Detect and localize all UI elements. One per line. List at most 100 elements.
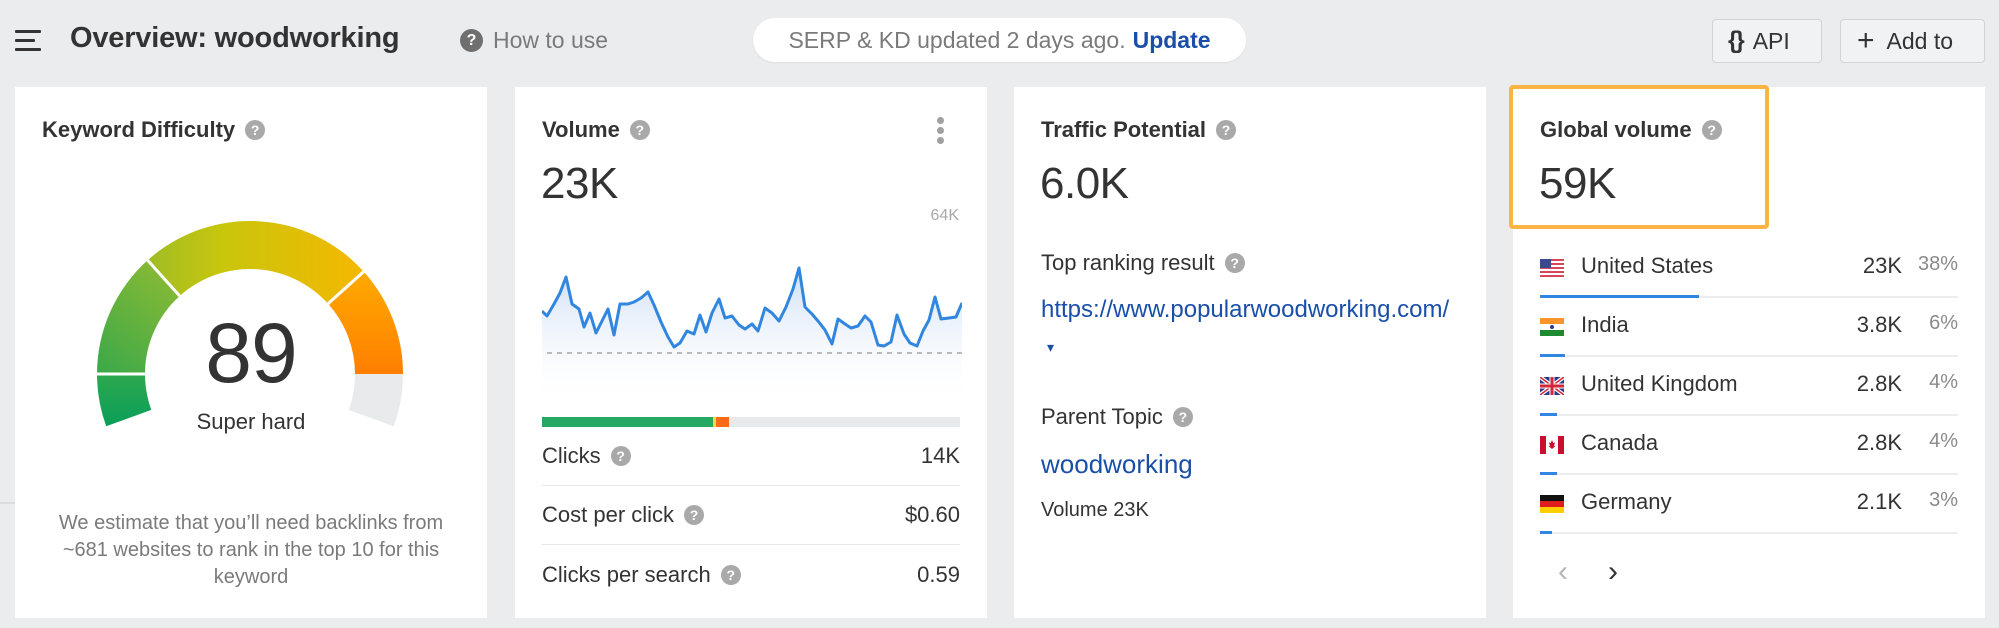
metric-row-cost-per-click: Cost per click? $0.60	[542, 486, 960, 545]
country-list: United States 23K 38% India 3.8K 6%	[1540, 239, 1958, 534]
country-pagination: ‹ ›	[1558, 557, 1618, 587]
share-bar	[1540, 413, 1557, 416]
country-share: 6%	[1929, 312, 1958, 334]
chevron-left-icon[interactable]: ‹	[1558, 555, 1568, 588]
country-volume: 2.1K	[1856, 489, 1902, 514]
metric-value: 0.59	[917, 561, 960, 587]
country-share: 4%	[1929, 371, 1958, 393]
country-share: 3%	[1929, 489, 1958, 511]
volume-card: Volume ? 23K 64K Clicks? 14K Cost per cl…	[515, 87, 987, 618]
card-title-text: Traffic Potential	[1041, 117, 1207, 142]
india-flag-icon	[1540, 318, 1564, 336]
parent-topic-link[interactable]: woodworking	[1041, 449, 1193, 479]
gauge-segment-hard	[147, 220, 364, 304]
country-share: 38%	[1917, 253, 1958, 275]
help-icon[interactable]: ?	[610, 446, 631, 466]
chevron-right-icon[interactable]: ›	[1608, 555, 1618, 588]
trend-line	[542, 266, 962, 349]
country-row[interactable]: United Kingdom 2.8K 4%	[1540, 357, 1958, 416]
help-icon[interactable]: ?	[720, 564, 741, 585]
help-icon[interactable]: ?	[629, 120, 650, 140]
global-volume-card: Global volume ? 59K United States 23K 38…	[1509, 85, 1985, 618]
keyword-difficulty-title: Keyword Difficulty ?	[42, 117, 266, 143]
help-icon[interactable]: ?	[1216, 120, 1237, 140]
help-icon[interactable]: ?	[1701, 120, 1722, 140]
update-link[interactable]: Update	[1132, 26, 1211, 53]
germany-flag-icon	[1540, 495, 1564, 513]
country-row[interactable]: India 3.8K 6%	[1540, 298, 1958, 357]
label-text: Top ranking result	[1041, 250, 1215, 275]
help-icon[interactable]: ?	[1172, 407, 1193, 427]
share-track	[1540, 532, 1958, 534]
metric-value: $0.60	[904, 502, 960, 527]
share-bar	[1540, 531, 1552, 534]
country-row[interactable]: Germany 2.1K 3%	[1540, 475, 1958, 534]
difficulty-label: Super hard	[196, 409, 306, 434]
share-track	[1540, 414, 1958, 416]
country-name: Canada	[1581, 430, 1659, 455]
global-volume-value: 59K	[1539, 159, 1616, 208]
braces-icon: {}	[1728, 27, 1745, 54]
keyword-difficulty-card: Keyword Difficulty ?	[15, 87, 487, 618]
how-to-use-label: How to use	[493, 27, 609, 53]
chart-max-label: 64K	[930, 207, 959, 224]
difficulty-gauge	[96, 220, 403, 427]
hamburger-icon[interactable]	[15, 30, 41, 52]
help-icon[interactable]: ?	[684, 505, 705, 525]
metric-row-clicks-per-search: Clicks per search? 0.59	[542, 545, 960, 604]
country-name: India	[1581, 312, 1629, 337]
metric-label: Cost per click	[542, 502, 675, 527]
help-icon[interactable]: ?	[1224, 253, 1245, 273]
add-to-button-label: Add to	[1886, 27, 1954, 54]
organic-clicks-segment	[542, 417, 713, 427]
label-text: Parent Topic	[1041, 404, 1163, 429]
country-name: United Kingdom	[1581, 371, 1738, 396]
country-name: Germany	[1581, 489, 1672, 514]
canada-flag-icon	[1540, 436, 1564, 454]
share-bar	[1540, 295, 1699, 298]
how-to-use-link[interactable]: ? How to use	[450, 27, 608, 54]
top-ranking-url[interactable]: https://www.popularwoodworking.com/ ▾	[1041, 292, 1461, 365]
clicks-distribution-bar	[542, 417, 960, 427]
country-share: 4%	[1929, 430, 1958, 452]
caret-down-icon[interactable]: ▾	[1047, 338, 1055, 355]
country-name: United States	[1581, 253, 1714, 278]
top-ranking-result-label: Top ranking result ?	[1041, 250, 1245, 276]
api-button-label: API	[1752, 27, 1790, 54]
backlinks-estimate: We estimate that you’ll need backlinks f…	[58, 512, 444, 588]
metric-label: Clicks	[542, 443, 601, 468]
parent-topic-volume: Volume 23K	[1041, 499, 1149, 521]
traffic-potential-title: Traffic Potential ?	[1041, 117, 1237, 143]
more-options-icon[interactable]	[935, 117, 945, 145]
api-button[interactable]: {} API	[1712, 19, 1822, 63]
gauge-segment-very-hard	[328, 271, 403, 374]
url-text[interactable]: https://www.popularwoodworking.com/	[1041, 296, 1450, 323]
gauge-segment-medium	[97, 260, 180, 374]
share-bar	[1540, 472, 1557, 475]
global-volume-title: Global volume ?	[1540, 117, 1722, 143]
country-volume: 3.8K	[1856, 312, 1902, 337]
share-track	[1540, 473, 1958, 475]
plus-icon: +	[1857, 24, 1875, 57]
metric-row-clicks: Clicks? 14K	[542, 427, 960, 486]
country-row[interactable]: Canada 2.8K 4%	[1540, 416, 1958, 475]
page-title: Overview: woodworking	[70, 22, 400, 54]
page-header: Overview: woodworking ? How to use SERP …	[0, 0, 1999, 82]
trend-area	[542, 268, 962, 397]
paid-clicks-segment	[716, 417, 729, 427]
add-to-button[interactable]: + Add to	[1840, 19, 1985, 63]
update-notice: SERP & KD updated 2 days ago. Update	[753, 18, 1246, 62]
country-volume: 2.8K	[1856, 371, 1902, 396]
country-volume: 23K	[1862, 253, 1902, 278]
difficulty-score: 89	[205, 306, 297, 400]
uk-flag-icon	[1540, 377, 1564, 395]
us-flag-icon	[1540, 259, 1564, 277]
country-row[interactable]: United States 23K 38%	[1540, 239, 1958, 298]
help-icon[interactable]: ?	[245, 120, 266, 140]
gauge-remainder	[348, 374, 403, 427]
card-title-text: Global volume	[1540, 117, 1692, 142]
volume-value: 23K	[541, 159, 618, 208]
parent-topic-label: Parent Topic ?	[1041, 404, 1193, 430]
card-title-text: Volume	[542, 117, 620, 142]
share-bar	[1540, 354, 1565, 357]
